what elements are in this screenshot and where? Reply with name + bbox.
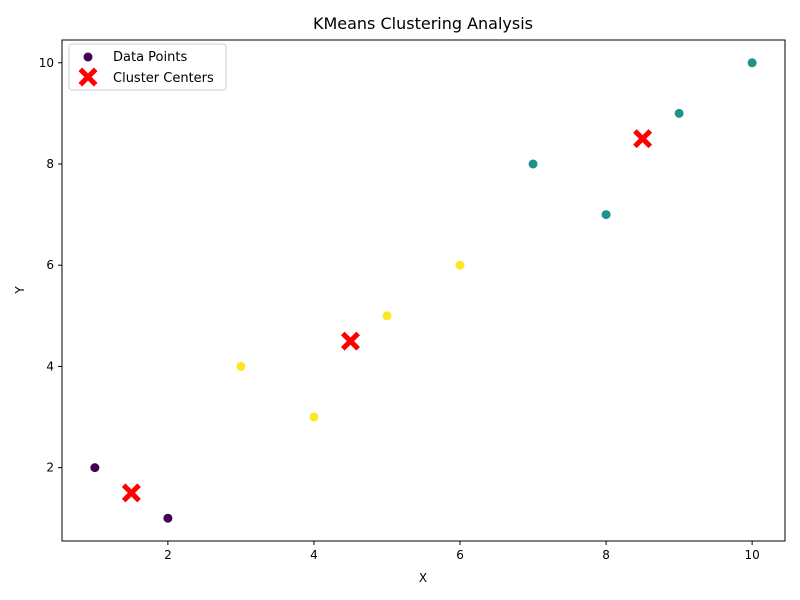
data-point-5 [455,260,465,270]
y-tick-label-0: 2 [46,461,54,475]
data-point-1 [163,513,173,523]
data-point-0 [90,463,100,473]
chart-title: KMeans Clustering Analysis [313,14,533,33]
y-tick-label-3: 8 [46,157,54,171]
y-axis-label: Y [13,286,27,295]
y-tick-label-1: 4 [46,359,54,373]
legend-label-cluster-centers: Cluster Centers [113,71,214,86]
y-tick-label-4: 10 [39,56,54,70]
x-axis-ticks: 2 4 6 8 10 [164,541,760,562]
legend-box [68,43,227,91]
x-tick-label-3: 8 [602,548,610,562]
legend: Data Points Cluster Centers [68,43,227,91]
data-point-3 [309,412,319,422]
legend-marker-data-points [83,52,93,62]
axes-frame [61,39,786,542]
x-tick-label-0: 2 [164,548,172,562]
cluster-center-2 [633,129,653,149]
y-axis-ticks: 2 4 6 8 10 [39,56,62,475]
cluster-center-1 [340,331,360,351]
legend-label-data-points: Data Points [113,50,187,65]
y-tick-label-2: 6 [46,258,54,272]
data-point-7 [601,210,611,220]
cluster-center-0 [121,483,141,503]
data-point-4 [382,311,392,321]
data-point-2 [236,361,246,371]
data-point-8 [674,108,684,118]
legend-marker-cluster-centers [78,67,98,87]
data-point-6 [528,159,538,169]
x-tick-label-4: 10 [744,548,759,562]
x-tick-label-2: 6 [456,548,464,562]
data-point-9 [747,58,757,68]
plot-area [90,58,757,523]
x-axis-label: X [419,571,427,585]
x-tick-label-1: 4 [310,548,318,562]
